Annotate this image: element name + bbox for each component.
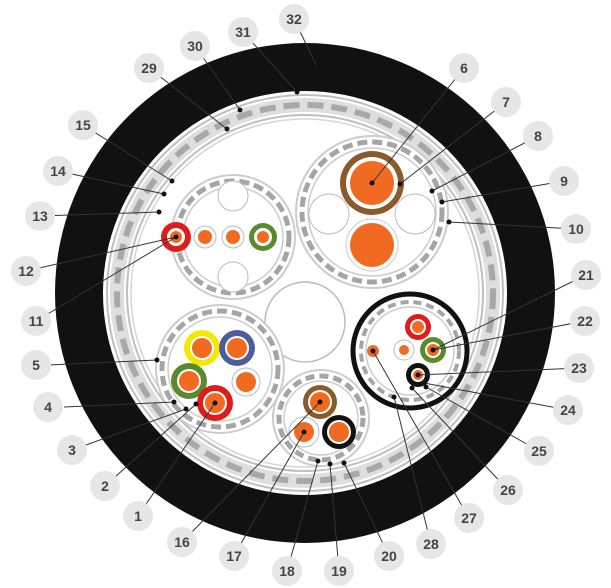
leader-dots	[154, 64, 452, 467]
callout-9: 9	[549, 166, 579, 196]
callout-31: 31	[228, 17, 258, 47]
inner-wrap-line-2	[130, 118, 480, 468]
svg-text:23: 23	[571, 360, 587, 376]
callout-12: 12	[11, 256, 41, 286]
svg-text:30: 30	[187, 38, 203, 54]
leader-lines	[25, 18, 587, 572]
svg-text:14: 14	[50, 163, 66, 179]
callout-13: 13	[25, 201, 55, 231]
callout-15: 15	[68, 110, 98, 140]
bundle-bottom	[272, 369, 370, 467]
callout-28: 28	[416, 529, 446, 559]
callout-5: 5	[21, 350, 51, 380]
svg-text:32: 32	[286, 11, 302, 27]
callout-22: 22	[570, 306, 600, 336]
svg-text:25: 25	[531, 443, 547, 459]
svg-text:18: 18	[279, 563, 295, 579]
svg-text:22: 22	[577, 313, 593, 329]
callout-2: 2	[90, 471, 120, 501]
bundle-upper-right	[295, 135, 449, 289]
svg-text:17: 17	[226, 548, 242, 564]
callout-23: 23	[564, 353, 594, 383]
svg-text:8: 8	[534, 128, 542, 144]
svg-text:3: 3	[68, 442, 76, 458]
armor-segments	[114, 102, 496, 484]
inner-wrap-line	[126, 114, 484, 472]
callout-17: 17	[219, 541, 249, 571]
svg-text:1: 1	[134, 508, 142, 524]
svg-text:2: 2	[101, 478, 109, 494]
callout-18: 18	[272, 556, 302, 586]
svg-text:26: 26	[500, 482, 516, 498]
callout-8: 8	[523, 121, 553, 151]
callout-32: 32	[279, 4, 309, 34]
svg-text:10: 10	[568, 221, 584, 237]
svg-text:29: 29	[141, 60, 157, 76]
svg-text:31: 31	[235, 24, 251, 40]
callout-24: 24	[553, 395, 583, 425]
svg-text:12: 12	[18, 263, 34, 279]
callout-25: 25	[524, 436, 554, 466]
bundle-lower-left	[155, 304, 285, 434]
svg-text:4: 4	[44, 399, 52, 415]
svg-text:16: 16	[174, 534, 190, 550]
svg-text:7: 7	[502, 94, 510, 110]
callout-27: 27	[454, 503, 484, 533]
svg-text:20: 20	[381, 548, 397, 564]
callout-3: 3	[57, 435, 87, 465]
callout-19: 19	[324, 556, 354, 586]
svg-text:21: 21	[578, 267, 594, 283]
svg-text:15: 15	[75, 117, 91, 133]
callout-21: 21	[571, 260, 601, 290]
callout-11: 11	[21, 306, 51, 336]
svg-text:11: 11	[29, 313, 44, 329]
callout-4: 4	[33, 392, 63, 422]
callout-30: 30	[180, 31, 210, 61]
svg-text:13: 13	[32, 208, 48, 224]
callout-26: 26	[493, 475, 523, 505]
svg-text:28: 28	[423, 536, 439, 552]
svg-text:5: 5	[32, 357, 40, 373]
armor-ring-outer-line	[106, 94, 504, 492]
central-filler	[264, 281, 346, 363]
callout-16: 16	[167, 527, 197, 557]
callouts: 1 2 3 4 5 6 7 8 9 10 11 12 13 14 15 16 1…	[11, 4, 601, 586]
bundle-upper-left	[161, 174, 296, 300]
svg-text:9: 9	[560, 173, 568, 189]
callout-20: 20	[374, 541, 404, 571]
callout-10: 10	[561, 214, 591, 244]
callout-29: 29	[134, 53, 164, 83]
callout-14: 14	[43, 156, 73, 186]
callout-7: 7	[491, 87, 521, 117]
bundle-right	[350, 291, 470, 411]
callout-6: 6	[449, 53, 479, 83]
callout-1: 1	[123, 501, 153, 531]
svg-text:27: 27	[461, 510, 477, 526]
svg-text:6: 6	[460, 60, 468, 76]
svg-text:24: 24	[560, 402, 576, 418]
svg-text:19: 19	[331, 563, 347, 579]
